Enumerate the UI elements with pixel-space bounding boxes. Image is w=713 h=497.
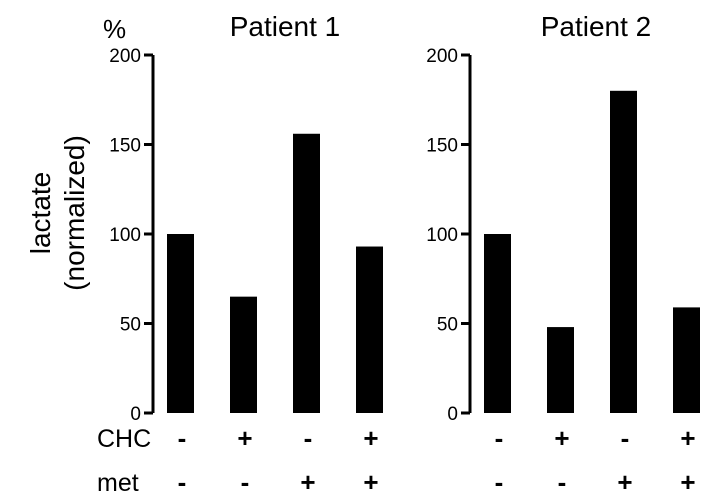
y-axis-label-line2: (normalized): [59, 135, 90, 291]
treatment-sign-chc: +: [363, 423, 378, 453]
treatment-sign-chc: +: [237, 423, 252, 453]
y-tick-label: 200: [109, 46, 141, 67]
bar: [167, 234, 194, 413]
row-label-met: met: [97, 469, 139, 497]
y-tick-label: 100: [109, 225, 141, 246]
y-tick-label: 150: [109, 136, 141, 157]
panel-title: Patient 1: [230, 11, 341, 42]
chart-panel-1: Patient 1 0 50 100 150 200 - + - + - - + +: [109, 11, 383, 497]
bar: [673, 307, 700, 413]
bar: [610, 90, 637, 414]
y-tick-label: 0: [130, 404, 141, 425]
y-tick-label: 0: [447, 404, 458, 425]
treatment-sign-met: -: [241, 467, 250, 497]
treatment-sign-chc: +: [680, 423, 695, 453]
panel-title: Patient 2: [541, 11, 652, 42]
y-tick-label: 150: [426, 136, 458, 157]
chart-panels: Patient 1 0 50 100 150 200 - + - + - - + + Patient 2 0 5…: [109, 11, 700, 497]
treatment-sign-met: -: [558, 467, 567, 497]
bar: [293, 133, 320, 413]
y-axis-label: lactate (normalized): [25, 135, 90, 291]
treatment-sign-met: +: [300, 467, 315, 497]
treatment-sign-met: -: [178, 467, 187, 497]
y-tick-label: 50: [437, 315, 458, 336]
treatment-sign-met: +: [680, 467, 695, 497]
y-tick-label: 200: [426, 46, 458, 67]
row-label-chc: CHC: [97, 425, 151, 453]
bar: [484, 234, 511, 413]
y-tick-label: 50: [120, 315, 141, 336]
treatment-sign-chc: -: [304, 423, 313, 453]
treatment-sign-met: -: [495, 467, 504, 497]
bar: [230, 296, 257, 413]
chart-panel-2: Patient 2 0 50 100 150 200 - + - + - - + +: [426, 11, 700, 497]
bar: [356, 246, 383, 413]
bar: [547, 327, 574, 413]
treatment-sign-chc: -: [178, 423, 187, 453]
treatment-sign-chc: +: [554, 423, 569, 453]
y-tick-label: 100: [426, 225, 458, 246]
treatment-sign-met: +: [363, 467, 378, 497]
unit-label: %: [103, 14, 126, 44]
treatment-sign-chc: -: [621, 423, 630, 453]
y-axis-label-line1: lactate: [25, 172, 56, 255]
treatment-sign-chc: -: [495, 423, 504, 453]
treatment-sign-met: +: [617, 467, 632, 497]
